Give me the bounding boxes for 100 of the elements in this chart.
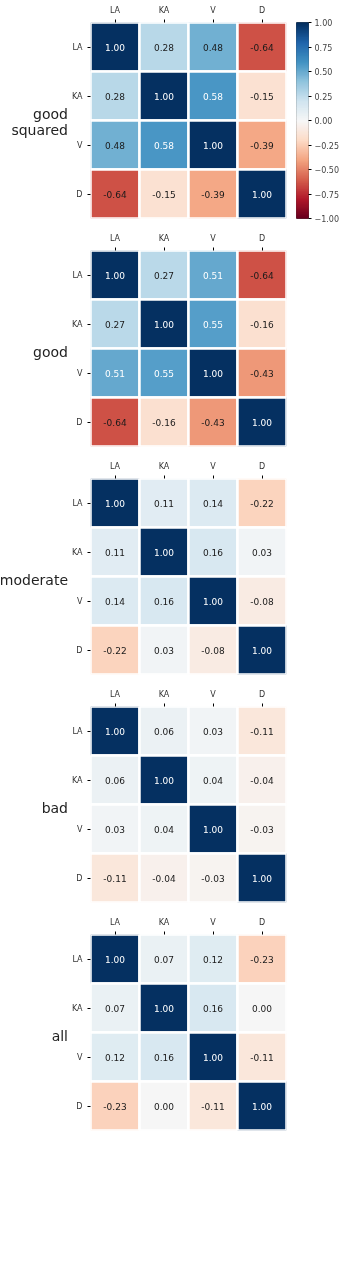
color-bar-label: 0.00 <box>314 117 333 126</box>
data-label: 0.07 <box>153 954 175 965</box>
data-label: 0.00 <box>153 1101 175 1112</box>
x-tick-label: D <box>258 461 266 471</box>
data-label: -0.43 <box>201 417 225 428</box>
data-label: -0.16 <box>152 417 176 428</box>
text: good <box>33 343 68 361</box>
data-label: 1.00 <box>202 368 224 379</box>
data-label: 1.00 <box>104 954 126 965</box>
data-label: -0.22 <box>250 498 274 509</box>
data-label: 1.00 <box>153 1003 175 1014</box>
data-label: 1.00 <box>251 873 273 884</box>
data-label: 1.00 <box>104 270 126 281</box>
data-label: 1.00 <box>202 596 224 607</box>
y-tick-label: LA <box>72 726 84 736</box>
x-tick-label: LA <box>109 461 121 471</box>
x-tick-label: LA <box>109 233 121 243</box>
data-label: -0.11 <box>103 873 127 884</box>
x-tick-label: LA <box>109 917 121 927</box>
data-label: 0.48 <box>104 140 126 151</box>
y-tick-label: V <box>77 368 84 378</box>
x-tick-label: V <box>210 917 217 927</box>
y-tick-label: LA <box>72 270 84 280</box>
y-tick-label: V <box>77 824 84 834</box>
color-bar-label: 0.25 <box>314 92 333 102</box>
y-tick-label: LA <box>72 954 84 964</box>
data-label: 0.51 <box>202 270 224 281</box>
data-label: -0.04 <box>250 775 274 786</box>
data-label: -0.11 <box>250 1052 274 1063</box>
data-label: -0.39 <box>250 140 274 151</box>
y-tick-label: LA <box>72 42 84 52</box>
data-label: 0.16 <box>153 596 175 607</box>
y-tick-label: V <box>77 140 84 150</box>
data-label: 0.04 <box>153 824 175 835</box>
y-tick-label: V <box>77 596 84 606</box>
data-label: 0.14 <box>202 498 224 509</box>
data-label: 0.11 <box>104 547 126 558</box>
data-label: 0.27 <box>153 270 175 281</box>
data-label: 0.16 <box>202 547 224 558</box>
color-bar-label: 0.50 <box>314 68 333 77</box>
data-label: 0.48 <box>202 42 224 53</box>
color-bar-label: −0.25 <box>314 141 340 151</box>
data-label: 1.00 <box>251 189 273 200</box>
data-label: 0.58 <box>153 140 175 151</box>
data-label: 0.51 <box>104 368 126 379</box>
y-tick-label: D <box>76 1101 83 1111</box>
data-label: -0.04 <box>152 873 176 884</box>
data-label: 0.58 <box>202 91 224 102</box>
data-label: -0.64 <box>250 42 274 53</box>
data-label: -0.23 <box>103 1101 127 1112</box>
x-tick-label: KA <box>158 917 170 927</box>
data-label: -0.22 <box>103 645 127 656</box>
x-tick-label: V <box>210 461 217 471</box>
data-label: 0.27 <box>104 319 126 330</box>
x-tick-label: D <box>258 233 266 243</box>
data-label: -0.39 <box>201 189 225 200</box>
x-tick-label: KA <box>158 689 170 699</box>
data-label: -0.08 <box>201 645 225 656</box>
x-tick-label: D <box>258 689 266 699</box>
data-label: -0.43 <box>250 368 274 379</box>
data-label: 0.03 <box>202 726 224 737</box>
x-tick-label: KA <box>158 233 170 243</box>
data-label: -0.03 <box>250 824 274 835</box>
y-tick-label: LA <box>72 498 84 508</box>
y-tick-label: KA <box>71 1003 84 1013</box>
data-label: -0.64 <box>103 417 127 428</box>
data-label: 0.03 <box>104 824 126 835</box>
data-label: 0.55 <box>153 368 175 379</box>
y-tick-label: KA <box>71 319 84 329</box>
data-label: 1.00 <box>153 775 175 786</box>
color-bar-label: −0.50 <box>314 166 340 175</box>
data-label: 0.12 <box>104 1052 126 1063</box>
data-label: 1.00 <box>251 645 273 656</box>
data-label: 1.00 <box>104 498 126 509</box>
y-tick-label: V <box>77 1052 84 1062</box>
data-label: -0.11 <box>250 726 274 737</box>
data-label: 1.00 <box>251 1101 273 1112</box>
y-tick-label: KA <box>71 91 84 101</box>
data-label: 1.00 <box>202 1052 224 1063</box>
data-label: 0.03 <box>153 645 175 656</box>
text: bad <box>41 799 68 817</box>
y-tick-label: D <box>76 189 83 199</box>
data-label: 0.12 <box>202 954 224 965</box>
x-tick-label: V <box>210 5 217 15</box>
y-tick-label: D <box>76 873 83 883</box>
x-tick-label: D <box>258 917 266 927</box>
text: moderate <box>0 571 68 589</box>
data-label: 0.55 <box>202 319 224 330</box>
data-label: 0.00 <box>251 1003 273 1014</box>
data-label: 0.06 <box>104 775 126 786</box>
data-label: 1.00 <box>202 824 224 835</box>
x-tick-label: V <box>210 689 217 699</box>
x-tick-label: KA <box>158 5 170 15</box>
y-tick-label: KA <box>71 775 84 785</box>
data-label: 1.00 <box>153 547 175 558</box>
data-label: 1.00 <box>104 42 126 53</box>
x-tick-label: LA <box>109 5 121 15</box>
y-tick-label: D <box>76 417 83 427</box>
data-label: 0.11 <box>153 498 175 509</box>
color-bar-label: 0.75 <box>314 43 333 53</box>
